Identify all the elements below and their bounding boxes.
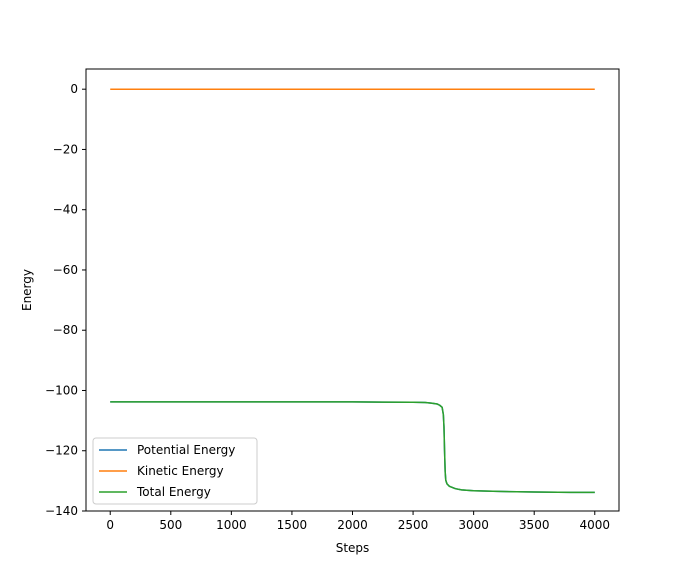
y-tick-label: −60 [53,263,78,277]
y-axis-title: Energy [20,269,34,311]
y-tick-label: −100 [45,383,78,397]
x-tick-label: 2500 [398,518,429,532]
y-tick-label: −40 [53,203,78,217]
series-line-2 [110,401,595,494]
legend-label-2: Total Energy [136,485,211,499]
x-tick-label: 1500 [277,518,308,532]
y-tick-label: −140 [45,504,78,518]
plot-frame [85,68,620,512]
x-tick-label: 3500 [519,518,550,532]
x-axis-title: Steps [336,541,370,555]
x-tick-label: 0 [106,518,114,532]
x-tick-label: 3000 [458,518,489,532]
tick-layer: 0 500 1000 1500 2000 2500 3000 3500 4000 0 −20 −40 −… [45,82,610,532]
x-tick-label: 1000 [216,518,247,532]
y-tick-label: 0 [70,82,78,96]
series-layer [110,88,595,494]
plot-area [86,69,619,511]
legend-entries: Potential Energy Kinetic Energy Total Ener… [99,443,235,499]
legend: Potential Energy Kinetic Energy Total Ener… [92,437,258,505]
legend-label-1: Kinetic Energy [137,464,224,478]
x-tick-label: 2000 [337,518,368,532]
x-tick-label: 4000 [579,518,610,532]
legend-box [92,437,258,505]
x-tick-label: 500 [159,518,182,532]
y-tick-label: −120 [45,444,78,458]
y-tick-label: −80 [53,323,78,337]
y-tick-label: −20 [53,142,78,156]
legend-label-0: Potential Energy [137,443,235,457]
